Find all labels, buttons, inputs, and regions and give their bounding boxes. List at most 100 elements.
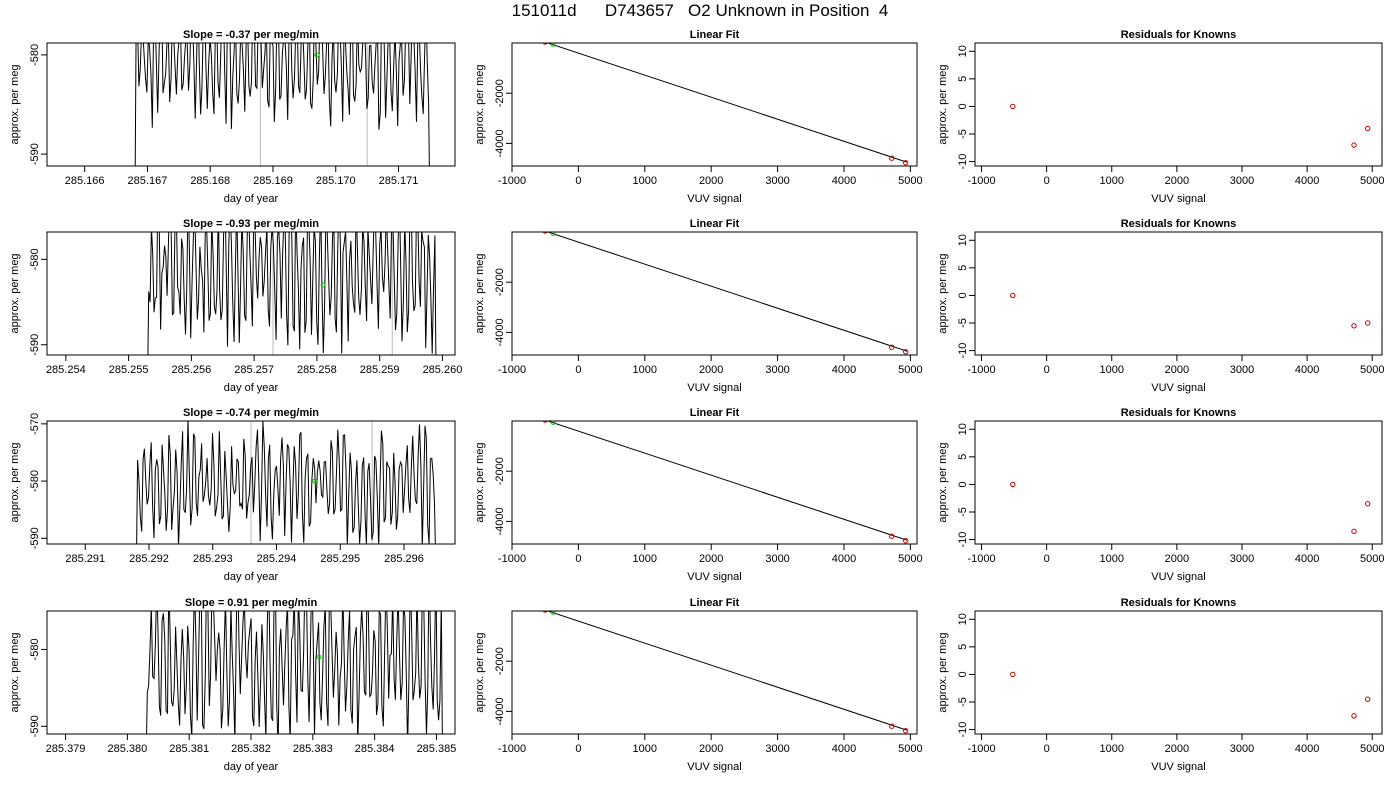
x-tick-label: 3000 — [765, 743, 789, 755]
y-tick-label: 10 — [957, 423, 969, 435]
x-tick-label: 3000 — [765, 364, 789, 376]
x-tick-label: 3000 — [765, 175, 789, 187]
plot-area — [146, 611, 443, 734]
x-tick-label: 285.381 — [169, 743, 209, 755]
panel-title: Slope = -0.37 per meg/min — [183, 29, 319, 41]
plot-area — [542, 43, 909, 166]
panel-3-3: Residuals for Knowns -1000 0 1000 2000 3000 40… — [937, 407, 1384, 583]
y-tick-label: -10 — [957, 532, 969, 548]
panel-title: Slope = -0.93 per meg/min — [183, 218, 319, 230]
y-tick-label: -590 — [29, 143, 41, 165]
y-axis-label: approx. per meg — [937, 64, 949, 144]
panel-3-2: Linear Fit -1000 0 1000 2000 3000 4000 5000 -200… — [474, 407, 923, 583]
x-tick-label: 3000 — [1230, 743, 1254, 755]
y-axis-label: approx. per meg — [474, 253, 486, 333]
plot-frame — [974, 610, 1383, 735]
unknown-point — [550, 421, 556, 426]
known-point — [1364, 125, 1371, 132]
x-axis-label: VUV signal — [687, 571, 741, 583]
x-axis-label: VUV signal — [1151, 193, 1205, 205]
x-tick-label: 4000 — [832, 553, 856, 565]
known-point — [542, 232, 548, 234]
x-tick-label: 2000 — [1165, 364, 1189, 376]
panel-title: Slope = -0.74 per meg/min — [183, 407, 319, 419]
plot-frame — [511, 420, 918, 545]
y-axis-label: approx. per meg — [9, 632, 21, 712]
x-tick-label: 285.296 — [384, 553, 424, 565]
y-tick-label: -590 — [29, 715, 41, 737]
x-tick-label: -1000 — [498, 364, 526, 376]
y-tick-label: -580 — [29, 44, 41, 66]
x-tick-label: 1000 — [1100, 553, 1124, 565]
y-tick-label: -580 — [29, 470, 41, 492]
x-tick-label: 285.259 — [360, 364, 400, 376]
plot-area — [542, 611, 909, 734]
plot-area — [1010, 103, 1371, 148]
y-tick-label: 0 — [957, 103, 969, 109]
x-tick-label: 1000 — [633, 364, 657, 376]
y-tick-label: 5 — [957, 644, 969, 650]
plot-area — [1010, 671, 1371, 719]
known-point — [542, 421, 548, 423]
y-tick-label: -2000 — [494, 268, 506, 296]
panel-1-1: Slope = -0.37 per meg/min 285.166 285.167 2… — [9, 29, 456, 205]
panel-3-1: Slope = -0.74 per meg/min 285.291 285.292 2… — [9, 407, 456, 583]
plot-frame — [46, 231, 456, 356]
x-axis-label: VUV signal — [1151, 382, 1205, 394]
y-tick-label: -5 — [957, 507, 969, 517]
panel-title: Linear Fit — [690, 218, 740, 230]
x-tick-label: 285.384 — [355, 743, 395, 755]
x-tick-label: -1000 — [967, 553, 995, 565]
fit-line — [546, 611, 908, 731]
known-point — [1351, 323, 1357, 329]
unknown-point — [320, 282, 326, 288]
known-point — [1351, 713, 1357, 719]
panel-title: Residuals for Knowns — [1121, 407, 1237, 419]
x-tick-label: 285.170 — [316, 175, 356, 187]
x-tick-label: 285.169 — [253, 175, 293, 187]
y-tick-label: 5 — [957, 265, 969, 271]
known-point — [889, 155, 895, 161]
y-tick-label: 0 — [957, 292, 969, 298]
plot-area — [134, 43, 430, 166]
x-axis-label: VUV signal — [687, 761, 741, 773]
unknown-point — [550, 611, 556, 616]
x-tick-label: 2000 — [1165, 553, 1189, 565]
plot-frame — [511, 42, 918, 167]
x-tick-label: 285.295 — [320, 553, 360, 565]
unknown-point — [550, 232, 556, 237]
x-tick-label: 0 — [1044, 175, 1050, 187]
x-tick-label: 5000 — [1360, 175, 1384, 187]
y-tick-label: -10 — [957, 154, 969, 170]
x-tick-label: 3000 — [1230, 364, 1254, 376]
x-tick-label: 3000 — [765, 553, 789, 565]
x-tick-label: 285.294 — [257, 553, 297, 565]
x-tick-label: 5000 — [898, 364, 922, 376]
x-tick-label: 285.383 — [293, 743, 333, 755]
x-tick-label: 4000 — [832, 364, 856, 376]
x-tick-label: 285.293 — [193, 553, 233, 565]
known-point — [903, 538, 909, 544]
x-tick-label: -1000 — [967, 743, 995, 755]
x-tick-label: -1000 — [967, 175, 995, 187]
known-point — [889, 344, 895, 350]
y-axis-label: approx. per meg — [474, 64, 486, 144]
panel-2-2: Linear Fit -1000 0 1000 2000 3000 4000 5000 -200… — [474, 218, 923, 394]
plot-frame — [46, 42, 456, 167]
x-axis-label: day of year — [224, 382, 279, 394]
x-tick-label: 2000 — [699, 553, 723, 565]
x-axis-label: VUV signal — [1151, 761, 1205, 773]
y-tick-label: -590 — [29, 334, 41, 356]
y-tick-label: 10 — [957, 45, 969, 57]
plot-frame — [511, 231, 918, 356]
x-tick-label: 285.380 — [107, 743, 147, 755]
known-point — [1351, 142, 1357, 148]
x-tick-label: 4000 — [1295, 743, 1319, 755]
plot-area — [1010, 292, 1371, 329]
x-tick-label: 2000 — [699, 364, 723, 376]
y-tick-label: 10 — [957, 613, 969, 625]
x-tick-label: 285.257 — [234, 364, 274, 376]
unknown-point — [312, 478, 318, 484]
x-tick-label: 4000 — [832, 175, 856, 187]
